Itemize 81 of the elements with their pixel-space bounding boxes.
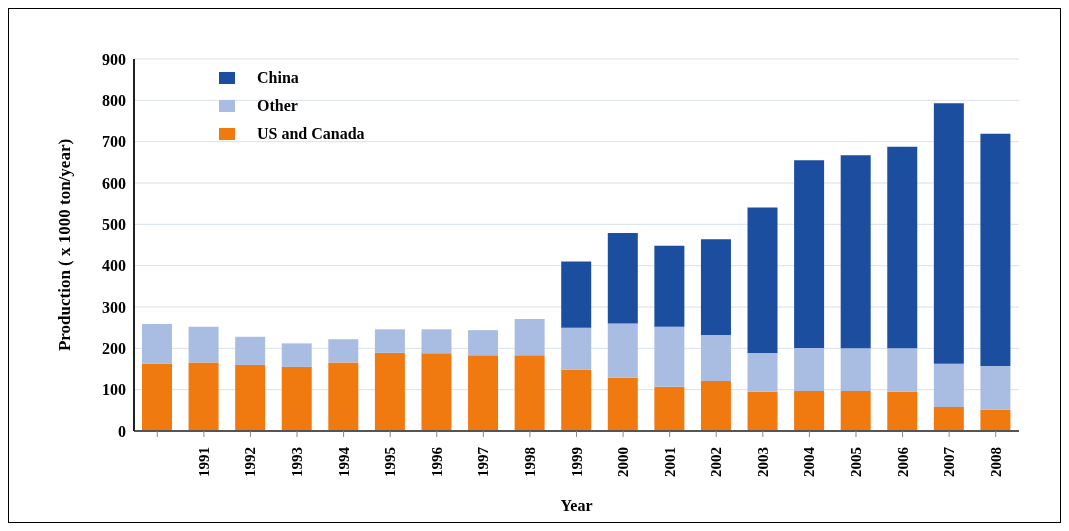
bar [980, 133, 1011, 367]
bar [747, 352, 778, 392]
bar [561, 261, 592, 328]
bar [514, 318, 545, 356]
bar [468, 355, 499, 431]
bar [188, 326, 219, 363]
x-tick-label: 2008 [987, 447, 1004, 477]
y-tick-label: 500 [102, 216, 126, 234]
bar [235, 364, 266, 431]
bar [747, 207, 778, 353]
bar [654, 245, 685, 327]
x-tick-label: 1997 [475, 446, 492, 477]
y-tick-label: 800 [102, 92, 126, 110]
y-tick-label: 200 [102, 340, 126, 358]
bar [607, 377, 638, 431]
bar [328, 362, 359, 431]
bar [421, 329, 452, 354]
bar [933, 363, 964, 408]
bar [142, 323, 172, 364]
bar [840, 348, 871, 391]
x-tick-label: 1999 [568, 447, 585, 477]
bar [794, 160, 825, 348]
x-tick-label: 1998 [521, 447, 538, 477]
x-tick-label: 2006 [894, 446, 911, 477]
bar [980, 409, 1011, 431]
bar [514, 355, 545, 431]
bar [654, 326, 685, 387]
bar [374, 329, 405, 353]
x-tick-label: 2002 [708, 447, 725, 477]
legend-label: Other [257, 97, 298, 115]
x-tick-label: 2001 [661, 447, 678, 477]
y-tick-label: 0 [118, 422, 126, 440]
bar [933, 407, 964, 431]
y-tick-label: 400 [102, 257, 126, 275]
bar [980, 366, 1011, 410]
bar [561, 369, 592, 431]
legend-label: US and Canada [257, 125, 365, 143]
bar [142, 363, 172, 431]
bar [700, 239, 731, 336]
x-tick-label: 2000 [615, 447, 632, 477]
x-tick-label: 1991 [195, 447, 212, 477]
legend-label: China [257, 69, 299, 87]
bar [700, 335, 731, 381]
x-tick-label: 1992 [242, 447, 259, 477]
bar [887, 391, 918, 431]
y-axis-title: Production ( x 1000 ton/year) [55, 138, 75, 352]
bar [840, 390, 871, 431]
bar [933, 103, 964, 364]
bar [654, 386, 685, 431]
y-tick-label: 700 [102, 133, 126, 151]
bar [607, 323, 638, 378]
bar [281, 343, 312, 367]
x-tick-label: 1996 [428, 446, 445, 477]
x-axis-title: Year [560, 497, 593, 514]
bar [281, 366, 312, 431]
bar [840, 155, 871, 349]
bar [887, 146, 918, 349]
bar [700, 380, 731, 431]
bar [794, 347, 825, 391]
x-tick-label: 2005 [847, 447, 864, 477]
x-tick-label: 2003 [754, 447, 771, 477]
bar [374, 352, 405, 431]
x-tick-label: 1994 [335, 446, 352, 477]
bar [235, 336, 266, 365]
x-tick-label: 1995 [382, 447, 399, 477]
bar [747, 391, 778, 431]
bar [561, 327, 592, 370]
x-tick-label: 2004 [801, 446, 818, 477]
y-tick-label: 900 [102, 50, 126, 68]
y-tick-label: 600 [102, 174, 126, 192]
y-tick-label: 300 [102, 298, 126, 316]
bar [188, 362, 219, 431]
bar [607, 233, 638, 324]
bar [887, 348, 918, 392]
bar [794, 390, 825, 431]
x-tick-label: 2007 [941, 446, 958, 477]
y-tick-label: 100 [102, 381, 126, 399]
x-tick-label: 1993 [289, 447, 306, 477]
bar [328, 339, 359, 363]
bar [468, 330, 499, 356]
bar [421, 353, 452, 431]
